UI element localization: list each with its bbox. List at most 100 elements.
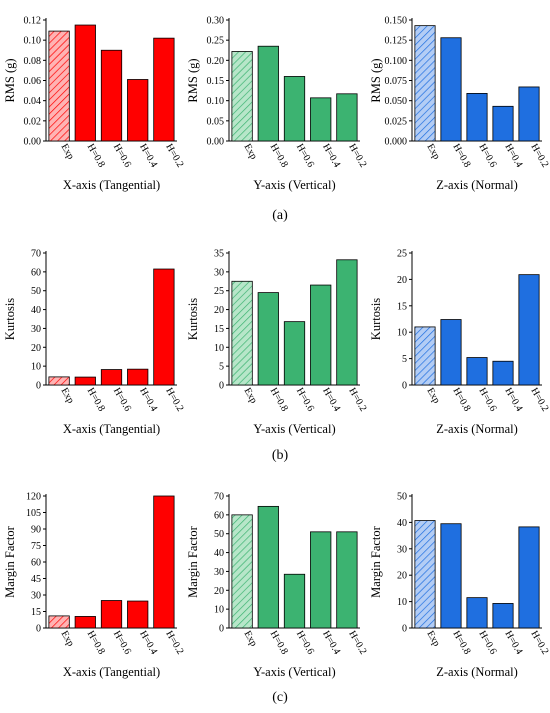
bar-h-0-4 [492, 105, 514, 142]
y-tick-label: 20 [397, 571, 407, 582]
x-tick-label: H=0.8 [450, 142, 472, 169]
x-tick-label: H=0.2 [528, 386, 550, 413]
x-axis-label: Y-axis (Vertical) [253, 665, 335, 679]
bar-h-0-4 [310, 97, 332, 142]
x-tick-label: Exp [424, 386, 442, 405]
y-tick-label: 30 [397, 544, 407, 555]
bar-h-0-6 [466, 597, 488, 629]
y-tick-label: 30 [214, 567, 224, 578]
bar-h-0-2 [336, 531, 358, 629]
y-tick-label: 10 [31, 362, 41, 373]
bar-exp [48, 376, 70, 386]
x-axis-label: Y-axis (Vertical) [253, 178, 335, 192]
y-tick-label: 0.000 [385, 137, 408, 148]
y-tick-label: 60 [214, 510, 224, 521]
bar-h-0-4 [492, 360, 514, 386]
y-tick-label: 15 [214, 324, 224, 335]
x-tick-label: H=0.8 [268, 386, 290, 413]
y-tick-label: 0.075 [385, 76, 408, 87]
chart-c-7: 0 10 20 30 40 50 60 70 Exp H=0.8 H=0.6 H=0.4 H=0.2 Y-… [186, 492, 369, 680]
y-tick-label: 0.10 [24, 36, 42, 47]
y-tick-label: 10 [214, 343, 224, 354]
bar-h-0-6 [283, 76, 306, 142]
bar-h-0-6 [100, 600, 123, 629]
bar-h-0-6 [283, 573, 306, 629]
y-tick-label: 0.15 [207, 76, 225, 87]
bar-exp [231, 51, 253, 142]
x-tick-label: Exp [242, 629, 260, 648]
y-tick-label: 10 [214, 605, 224, 616]
bar-h-0-2 [153, 495, 175, 629]
x-tick-label: H=0.2 [163, 142, 185, 169]
x-tick-label: H=0.4 [320, 629, 342, 656]
bar-h-0-8 [257, 45, 279, 142]
bar-h-0-2 [336, 259, 358, 386]
y-tick-label: 10 [397, 328, 407, 339]
y-tick-label: 35 [214, 249, 224, 260]
x-tick-label: Exp [424, 629, 442, 648]
bar-h-0-4 [127, 368, 149, 386]
bar-exp [48, 615, 70, 629]
y-tick-label: 0 [402, 624, 407, 635]
x-axis-label: Z-axis (Normal) [436, 178, 518, 192]
x-tick-label: H=0.6 [111, 629, 133, 656]
bar-h-0-4 [127, 79, 149, 142]
y-tick-label: 40 [397, 518, 407, 529]
y-axis-label: Margin Factor [186, 525, 200, 597]
y-tick-label: 0.025 [385, 116, 408, 127]
x-axis-label: X-axis (Tangential) [63, 422, 160, 436]
y-tick-label: 20 [31, 343, 41, 354]
x-tick-label: H=0.4 [502, 142, 524, 169]
y-tick-label: 120 [26, 492, 41, 503]
y-axis-label: RMS (g) [3, 58, 17, 102]
bar-h-0-4 [310, 284, 332, 386]
y-tick-label: 0.125 [385, 36, 408, 47]
y-tick-label: 0.05 [207, 116, 225, 127]
y-tick-label: 0 [219, 624, 224, 635]
y-tick-label: 90 [31, 525, 41, 536]
y-tick-label: 0.02 [24, 116, 42, 127]
y-tick-label: 5 [219, 362, 224, 373]
bar-h-0-8 [440, 37, 462, 142]
y-tick-label: 0.150 [385, 16, 408, 27]
y-axis-label: Kurtosis [369, 298, 383, 341]
bar-h-0-2 [336, 93, 358, 142]
x-tick-label: H=0.8 [268, 142, 290, 169]
y-tick-label: 50 [31, 286, 41, 297]
y-axis-label: Kurtosis [186, 298, 200, 341]
panel-label-b: (b) [272, 448, 289, 463]
chart-c-6: 0 15 30 45 60 75 90 105 120 Exp H=0.8 H=0.6 H=0.4 H=0… [3, 492, 186, 680]
x-tick-label: H=0.4 [137, 629, 159, 656]
x-tick-label: H=0.6 [476, 142, 498, 169]
y-tick-label: 105 [26, 508, 41, 519]
y-tick-label: 25 [214, 286, 224, 297]
x-tick-label: Exp [242, 142, 260, 161]
y-tick-label: 0.12 [24, 16, 42, 27]
x-tick-label: H=0.2 [528, 629, 550, 656]
x-tick-label: H=0.6 [476, 629, 498, 656]
y-tick-label: 0.20 [207, 56, 225, 67]
x-axis-label: Z-axis (Normal) [436, 422, 518, 436]
x-tick-label: H=0.4 [502, 629, 524, 656]
y-axis-label: Margin Factor [369, 525, 383, 597]
bar-h-0-8 [440, 523, 462, 629]
x-tick-label: H=0.2 [528, 142, 550, 169]
x-tick-label: H=0.8 [450, 629, 472, 656]
bar-h-0-6 [100, 369, 123, 386]
bar-h-0-8 [257, 292, 279, 386]
y-tick-label: 0.100 [385, 56, 408, 67]
bar-h-0-4 [310, 531, 332, 629]
bar-h-0-6 [100, 49, 123, 142]
x-tick-label: H=0.6 [111, 386, 133, 413]
y-tick-label: 30 [31, 324, 41, 335]
bar-h-0-8 [74, 616, 96, 629]
chart-b-3: 0 10 20 30 40 50 60 70 Exp H=0.8 H=0.6 H=0.4 H=0.2X-… [3, 249, 186, 437]
x-tick-label: H=0.4 [137, 142, 159, 169]
y-tick-label: 60 [31, 558, 41, 569]
x-tick-label: H=0.8 [450, 386, 472, 413]
y-tick-label: 20 [214, 305, 224, 316]
y-tick-label: 20 [397, 275, 407, 286]
y-tick-label: 0.04 [24, 96, 42, 107]
